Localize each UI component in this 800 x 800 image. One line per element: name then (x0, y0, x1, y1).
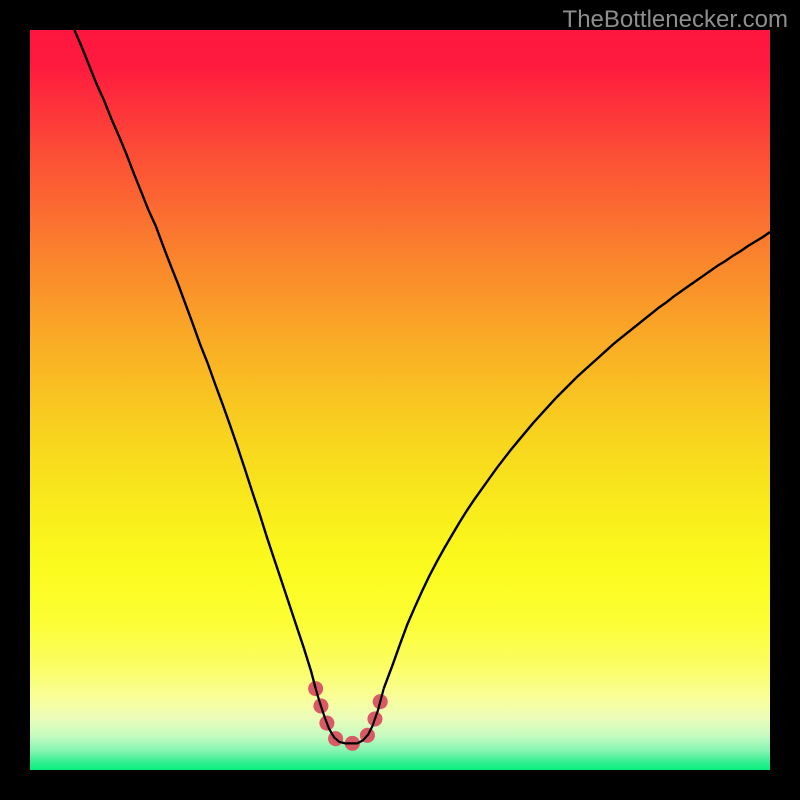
plot-area (30, 30, 770, 770)
valley-highlight-curve (316, 689, 384, 744)
watermark-text: TheBottlenecker.com (563, 6, 788, 34)
right-arm-curve (384, 232, 770, 689)
left-arm-curve (74, 30, 315, 689)
chart-svg (30, 30, 770, 770)
stage: TheBottlenecker.com (0, 0, 800, 800)
